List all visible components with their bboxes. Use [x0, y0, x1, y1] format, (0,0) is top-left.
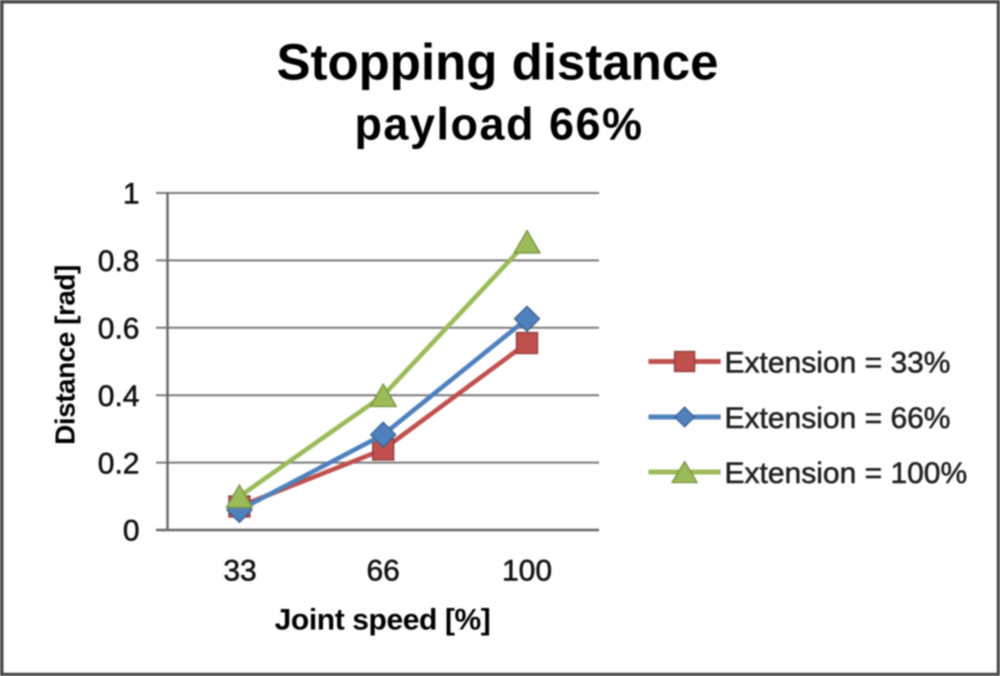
svg-text:Extension = 66%: Extension = 66% [725, 402, 951, 435]
svg-text:Joint speed [%]: Joint speed [%] [275, 604, 491, 637]
svg-text:Stopping distance: Stopping distance [276, 34, 718, 91]
svg-text:0.4: 0.4 [98, 380, 140, 413]
svg-text:payload 66%: payload 66% [354, 99, 643, 150]
svg-text:33: 33 [223, 555, 256, 588]
svg-text:66: 66 [367, 555, 400, 588]
svg-text:100: 100 [502, 555, 552, 588]
svg-text:0.8: 0.8 [98, 245, 140, 278]
svg-text:0.2: 0.2 [98, 447, 140, 480]
svg-text:1: 1 [123, 178, 140, 211]
svg-text:0.6: 0.6 [98, 313, 140, 346]
svg-text:Distance [rad]: Distance [rad] [50, 265, 81, 445]
svg-text:Extension = 33%: Extension = 33% [725, 346, 951, 379]
svg-text:0: 0 [123, 515, 140, 548]
svg-text:Extension = 100%: Extension = 100% [725, 457, 968, 490]
